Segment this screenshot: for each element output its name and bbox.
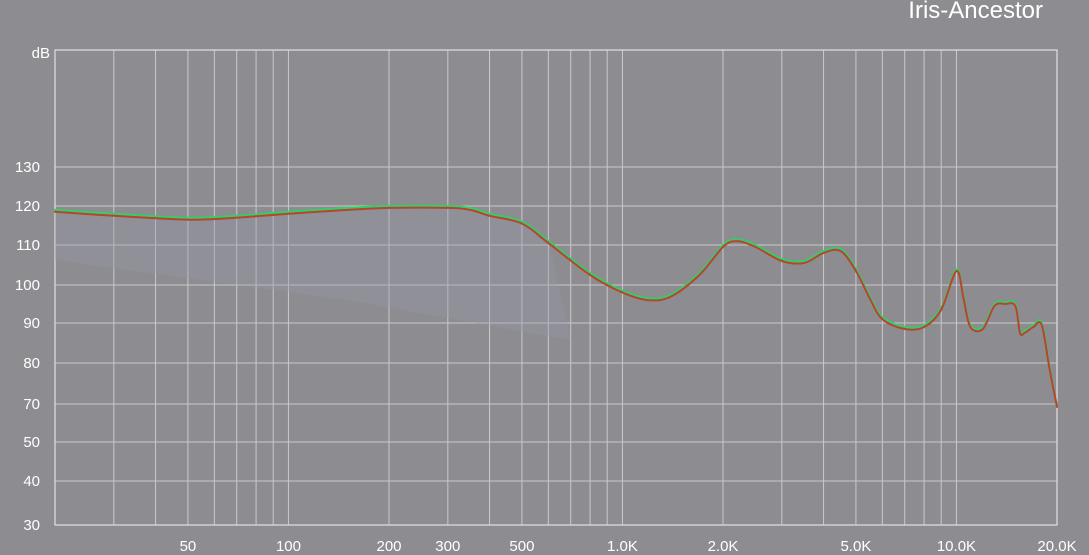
x-tick-label: 100 — [276, 538, 301, 555]
series-line-2 — [54, 206, 1058, 408]
x-axis-ticks: 50 100 200 300 500 1.0K 2.0K 5.0K 10.0K 20.0K — [180, 538, 1077, 555]
curve-shading — [55, 206, 571, 340]
y-axis-ticks: 30 40 50 70 80 90 100 110 120 130 — [15, 159, 40, 534]
y-tick-label: 100 — [15, 277, 40, 294]
y-axis-label: dB — [32, 45, 50, 62]
chart-series — [54, 204, 1058, 408]
y-tick-label: 50 — [23, 434, 40, 451]
y-tick-label: 70 — [23, 396, 40, 413]
y-tick-label: 80 — [23, 355, 40, 372]
y-tick-label: 90 — [23, 315, 40, 332]
series-line-1 — [54, 204, 1058, 407]
chart-grid — [55, 50, 1057, 525]
y-tick-label: 120 — [15, 198, 40, 215]
x-tick-label: 20.0K — [1037, 538, 1076, 555]
y-tick-label: 40 — [23, 473, 40, 490]
y-tick-label: 30 — [23, 517, 40, 534]
x-tick-label: 300 — [435, 538, 460, 555]
y-tick-label: 110 — [16, 237, 40, 254]
x-tick-label: 200 — [376, 538, 401, 555]
x-tick-label: 500 — [509, 538, 534, 555]
x-tick-label: 1.0K — [607, 538, 638, 555]
x-tick-label: 5.0K — [840, 538, 871, 555]
x-tick-label: 50 — [180, 538, 197, 555]
x-tick-label: 10.0K — [937, 538, 976, 555]
y-tick-label: 130 — [15, 159, 40, 176]
x-tick-label: 2.0K — [708, 538, 739, 555]
chart-title: Iris-Ancestor — [908, 0, 1043, 24]
plot-frame — [54, 49, 1058, 526]
